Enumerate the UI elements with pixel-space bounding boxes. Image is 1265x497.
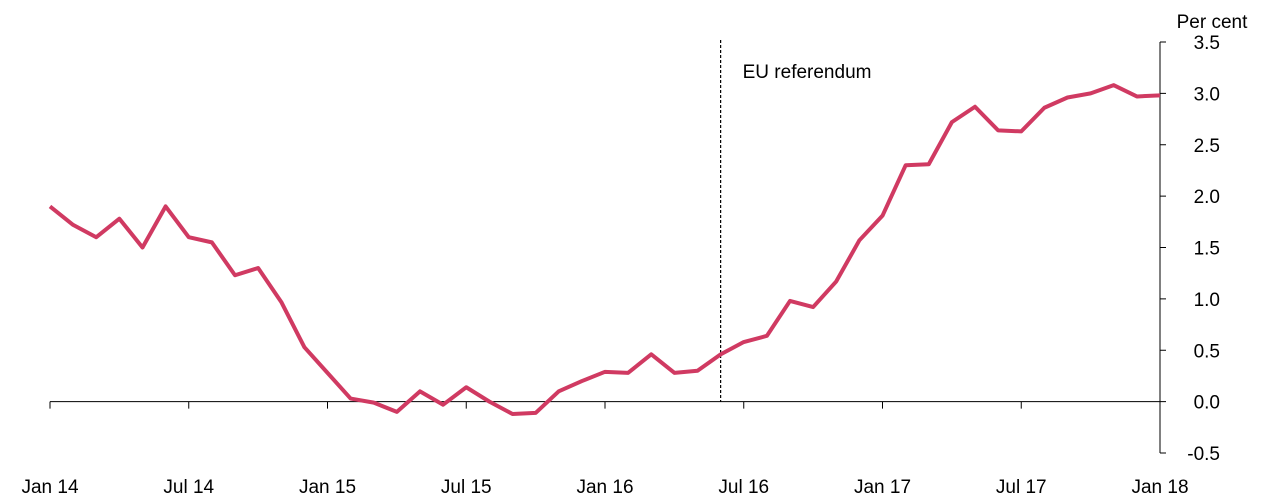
y-tick-label: -0.5 (1187, 444, 1220, 465)
x-tick-label: Jul 17 (996, 477, 1047, 497)
y-tick-label: 2.5 (1194, 136, 1220, 157)
y-tick-label: 1.5 (1194, 239, 1220, 260)
y-axis-label: Per cent (1177, 12, 1248, 33)
y-tick-label: 3.5 (1194, 33, 1220, 54)
x-tick-label: Jan 16 (576, 477, 633, 497)
y-tick-label: 3.0 (1194, 84, 1220, 105)
y-tick-label: 2.0 (1194, 187, 1220, 208)
y-tick-label: 0.0 (1194, 393, 1220, 414)
x-tick-label: Jul 14 (163, 477, 214, 497)
x-tick-label: Jan 15 (299, 477, 356, 497)
x-tick-label: Jul 15 (441, 477, 492, 497)
x-tick-label: Jan 18 (1131, 477, 1188, 497)
line (48, 83, 1161, 416)
y-tick-label: 0.5 (1194, 341, 1220, 362)
x-tick-label: Jul 16 (718, 477, 769, 497)
annotation: EU referendum (743, 62, 872, 83)
y-tick-label: 1.0 (1194, 290, 1220, 311)
x-tick-label: Jan 17 (854, 477, 911, 497)
x-tick-label: Jan 14 (21, 477, 78, 497)
